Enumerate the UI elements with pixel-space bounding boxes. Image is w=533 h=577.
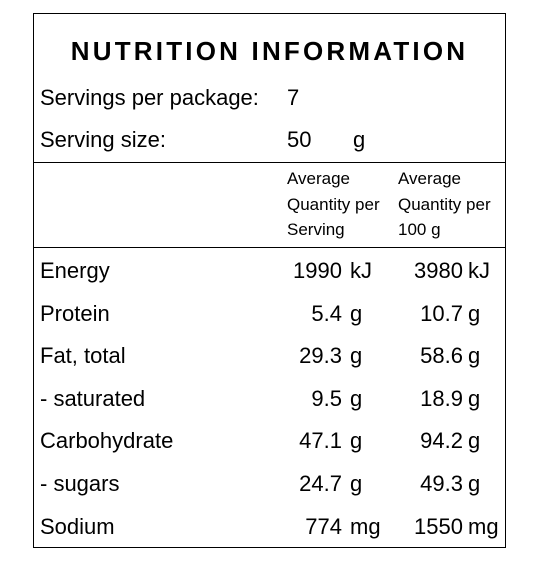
nutrient-row: Protein 5.4 g 10.7 g xyxy=(34,301,505,343)
per-serving-value: 29.3 xyxy=(299,343,342,369)
per-100g-unit: g xyxy=(468,343,481,369)
nutrient-row: - sugars 24.7 g 49.3 g xyxy=(34,471,505,513)
nutrient-name: Fat, total xyxy=(40,343,126,369)
nutrient-row: - saturated 9.5 g 18.9 g xyxy=(34,386,505,428)
per-100g-unit: g xyxy=(468,428,481,454)
per-100g-value: 10.7 xyxy=(420,300,463,326)
nutrient-name: Sodium xyxy=(40,513,115,539)
nutrient-row: Carbohydrate 47.1 g 94.2 g xyxy=(34,428,505,470)
nutrient-name: Protein xyxy=(40,300,110,326)
nutrient-name: Carbohydrate xyxy=(40,428,174,454)
per-serving-value: 1990 xyxy=(293,258,342,283)
nutrient-name: Energy xyxy=(40,258,110,283)
nutrient-name: - saturated xyxy=(40,385,146,411)
per-100g-value: 49.3 xyxy=(420,471,463,496)
per-100g-value: 18.9 xyxy=(420,385,463,411)
per-serving-unit: g xyxy=(350,385,363,411)
divider-top xyxy=(34,162,505,163)
column-header-line: Average xyxy=(398,169,462,188)
serving-size-value: 50 xyxy=(287,127,312,152)
nutrition-panel: NUTRITION INFORMATION Servings per packa… xyxy=(33,13,506,548)
per-serving-unit: g xyxy=(350,300,363,326)
per-serving-unit: g xyxy=(350,428,363,454)
panel-title: NUTRITION INFORMATION xyxy=(70,36,469,66)
nutrient-row: Energy 1990 kJ 3980 kJ xyxy=(34,258,505,300)
nutrient-row: Sodium 774 mg 1550 mg xyxy=(34,514,505,556)
column-header-per-serving: Average Quantity per Serving xyxy=(287,166,380,243)
per-100g-value: 94.2 xyxy=(420,428,463,454)
column-header-line: Average xyxy=(287,169,351,188)
per-serving-value: 9.5 xyxy=(311,385,342,411)
per-serving-unit: g xyxy=(350,471,363,496)
column-header-line: Serving xyxy=(287,220,345,239)
per-serving-unit: g xyxy=(350,343,363,369)
column-header-line: Quantity per xyxy=(287,194,380,214)
column-header-per-100g: Average Quantity per 100 g xyxy=(398,166,491,243)
nutrient-row: Fat, total 29.3 g 58.6 g xyxy=(34,343,505,385)
nutrient-name: - sugars xyxy=(40,471,120,496)
per-serving-unit: kJ xyxy=(350,258,372,283)
column-header-line: 100 g xyxy=(398,220,441,239)
per-100g-unit: mg xyxy=(468,513,499,539)
per-100g-value: 1550 xyxy=(414,513,463,539)
per-100g-unit: g xyxy=(468,385,481,411)
per-100g-value: 58.6 xyxy=(420,343,463,369)
per-100g-value: 3980 xyxy=(414,258,463,283)
per-serving-value: 24.7 xyxy=(299,471,342,496)
per-serving-unit: mg xyxy=(350,513,381,539)
per-serving-value: 774 xyxy=(305,513,342,539)
per-100g-unit: g xyxy=(468,471,481,496)
divider-header xyxy=(34,247,505,248)
serving-size-label: Serving size: xyxy=(40,127,166,152)
per-100g-unit: g xyxy=(468,300,481,326)
per-serving-value: 5.4 xyxy=(311,300,342,326)
column-header-line: Quantity per xyxy=(398,194,491,214)
serving-size-unit: g xyxy=(353,127,366,152)
servings-value: 7 xyxy=(287,85,300,110)
per-100g-unit: kJ xyxy=(468,258,490,283)
per-serving-value: 47.1 xyxy=(299,428,342,454)
servings-label: Servings per package: xyxy=(40,85,259,110)
